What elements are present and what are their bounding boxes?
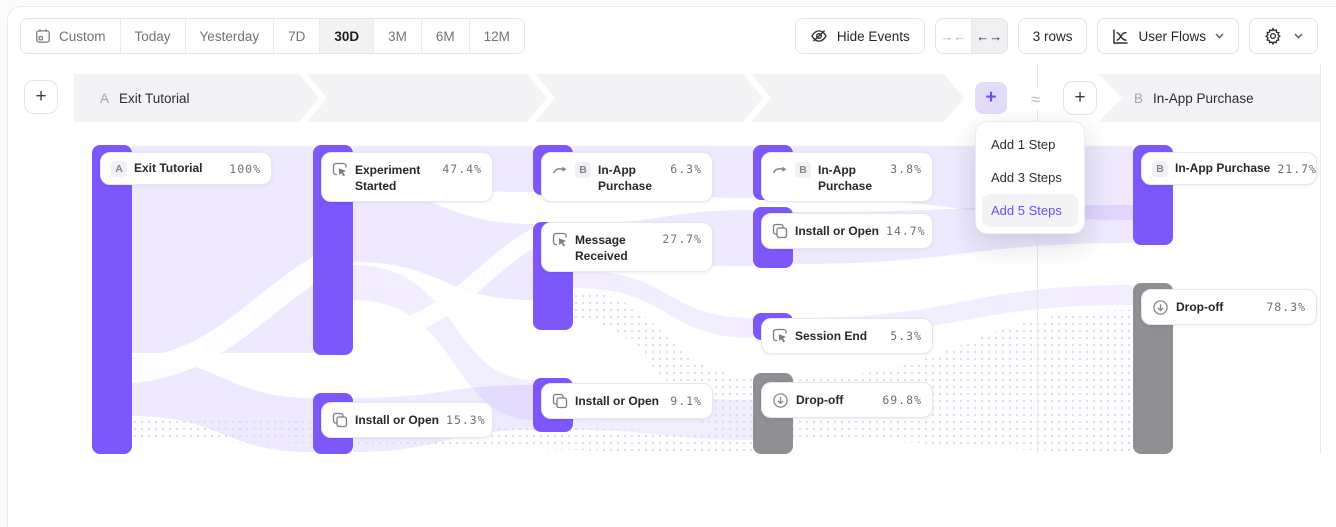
date-range-12m[interactable]: 12M: [468, 19, 524, 53]
hide-events-button[interactable]: Hide Events: [794, 18, 925, 54]
band-segment-a[interactable]: A Exit Tutorial: [74, 74, 319, 122]
drop-off-icon: [773, 392, 788, 408]
chevron-down-icon: [1294, 33, 1303, 39]
flow-node-in-app-purchase-b[interactable]: B In-App Purchase 21.7%: [1141, 152, 1317, 185]
add-step-right-button[interactable]: +: [1063, 81, 1097, 115]
flow-node-in-app-purchase-3[interactable]: B In-App Purchase 6.3%: [541, 152, 713, 202]
panel-right-border: [1320, 64, 1321, 454]
install-icon: [552, 393, 568, 409]
user-flows-icon: [1113, 29, 1128, 44]
date-range-6m[interactable]: 6M: [420, 19, 469, 53]
band-segment-2[interactable]: [307, 74, 547, 122]
band-a-badge: A: [100, 90, 110, 106]
date-range-3m[interactable]: 3M: [373, 19, 421, 53]
flow-node-install-or-open-3[interactable]: Install or Open 9.1%: [541, 383, 713, 419]
rows-label: 3 rows: [1032, 28, 1073, 44]
jump-arrow-icon: [772, 166, 787, 174]
calendar-icon: [36, 29, 51, 43]
add-step-left-button[interactable]: +: [24, 80, 58, 114]
band-segment-b[interactable]: B In-App Purchase: [1098, 74, 1320, 122]
view-selector-label: User Flows: [1138, 28, 1206, 44]
event-badge-b: B: [575, 162, 591, 178]
flow-node-drop-off-b[interactable]: Drop-off 78.3%: [1141, 289, 1317, 325]
band-segment-4[interactable]: [751, 74, 964, 122]
node-bar-exit-tutorial[interactable]: [92, 145, 132, 454]
flow-node-experiment-started[interactable]: Experiment Started 47.4%: [321, 152, 493, 202]
gear-icon: [1265, 27, 1281, 45]
flow-node-in-app-purchase-4[interactable]: B In-App Purchase 3.8%: [761, 152, 933, 202]
eye-slash-icon: [811, 30, 827, 42]
date-range-today[interactable]: Today: [119, 19, 185, 53]
ribbon-gaps: [119, 223, 549, 384]
expand-columns-button[interactable]: ←→: [970, 19, 1007, 53]
date-range-yesterday[interactable]: Yesterday: [184, 19, 274, 53]
flow-ribbon: [573, 270, 753, 338]
click-event-icon: [772, 328, 787, 343]
flow-node-install-or-open-2[interactable]: Install or Open 15.3%: [321, 402, 493, 438]
add-step-plus-button[interactable]: +: [975, 82, 1007, 114]
date-range-group: Custom Today Yesterday 7D 30D 3M 6M 12M: [20, 18, 525, 54]
event-badge-b: B: [1152, 160, 1168, 177]
approx-symbol: ≈: [1028, 89, 1044, 110]
click-event-icon: [332, 162, 347, 177]
date-range-label: Custom: [59, 28, 106, 44]
band-b-badge: B: [1134, 90, 1144, 106]
collapse-columns-button[interactable]: →←: [940, 28, 967, 44]
jump-arrow-icon: [552, 166, 567, 174]
date-range-custom[interactable]: Custom: [21, 19, 120, 53]
event-badge-b: B: [795, 162, 811, 178]
flow-node-install-or-open-4[interactable]: Install or Open 14.7%: [761, 213, 933, 249]
date-range-30d-selected[interactable]: 30D: [319, 19, 374, 53]
flow-node-exit-tutorial[interactable]: A Exit Tutorial 100%: [100, 152, 272, 185]
toolbar-right: Hide Events →← ←→ 3 rows User Flows: [794, 18, 1318, 54]
menu-item-add-5-steps[interactable]: Add 5 Steps: [982, 194, 1078, 227]
click-event-icon: [552, 232, 567, 247]
spacing-toggle-group: →← ←→: [934, 18, 1008, 54]
flow-node-session-end[interactable]: Session End 5.3%: [761, 318, 933, 354]
band-b-label: B In-App Purchase: [1134, 90, 1254, 106]
add-step-dropdown-menu: Add 1 Step Add 3 Steps Add 5 Steps: [975, 121, 1085, 234]
menu-item-add-1-step[interactable]: Add 1 Step: [991, 137, 1056, 152]
rows-button[interactable]: 3 rows: [1017, 18, 1088, 54]
menu-item-add-3-steps[interactable]: Add 3 Steps: [991, 170, 1062, 185]
flow-ribbon: [353, 265, 533, 420]
section-divider-line: [1037, 64, 1038, 454]
chevron-down-icon: [1215, 33, 1224, 39]
install-icon: [772, 223, 788, 239]
toolbar: Custom Today Yesterday 7D 30D 3M 6M 12M …: [20, 18, 1318, 54]
flow-node-drop-off-4[interactable]: Drop-off 69.8%: [761, 382, 933, 418]
install-icon: [332, 412, 348, 428]
settings-button[interactable]: [1249, 18, 1318, 54]
hide-events-label: Hide Events: [836, 28, 910, 44]
band-segment-3[interactable]: [535, 74, 763, 122]
band-a-label: A Exit Tutorial: [100, 90, 190, 106]
drop-off-icon: [1153, 299, 1168, 315]
date-range-7d[interactable]: 7D: [273, 19, 319, 53]
view-selector-button[interactable]: User Flows: [1097, 18, 1239, 54]
event-badge-a: A: [111, 160, 127, 177]
flow-node-message-received[interactable]: Message Received 27.7%: [541, 222, 713, 272]
